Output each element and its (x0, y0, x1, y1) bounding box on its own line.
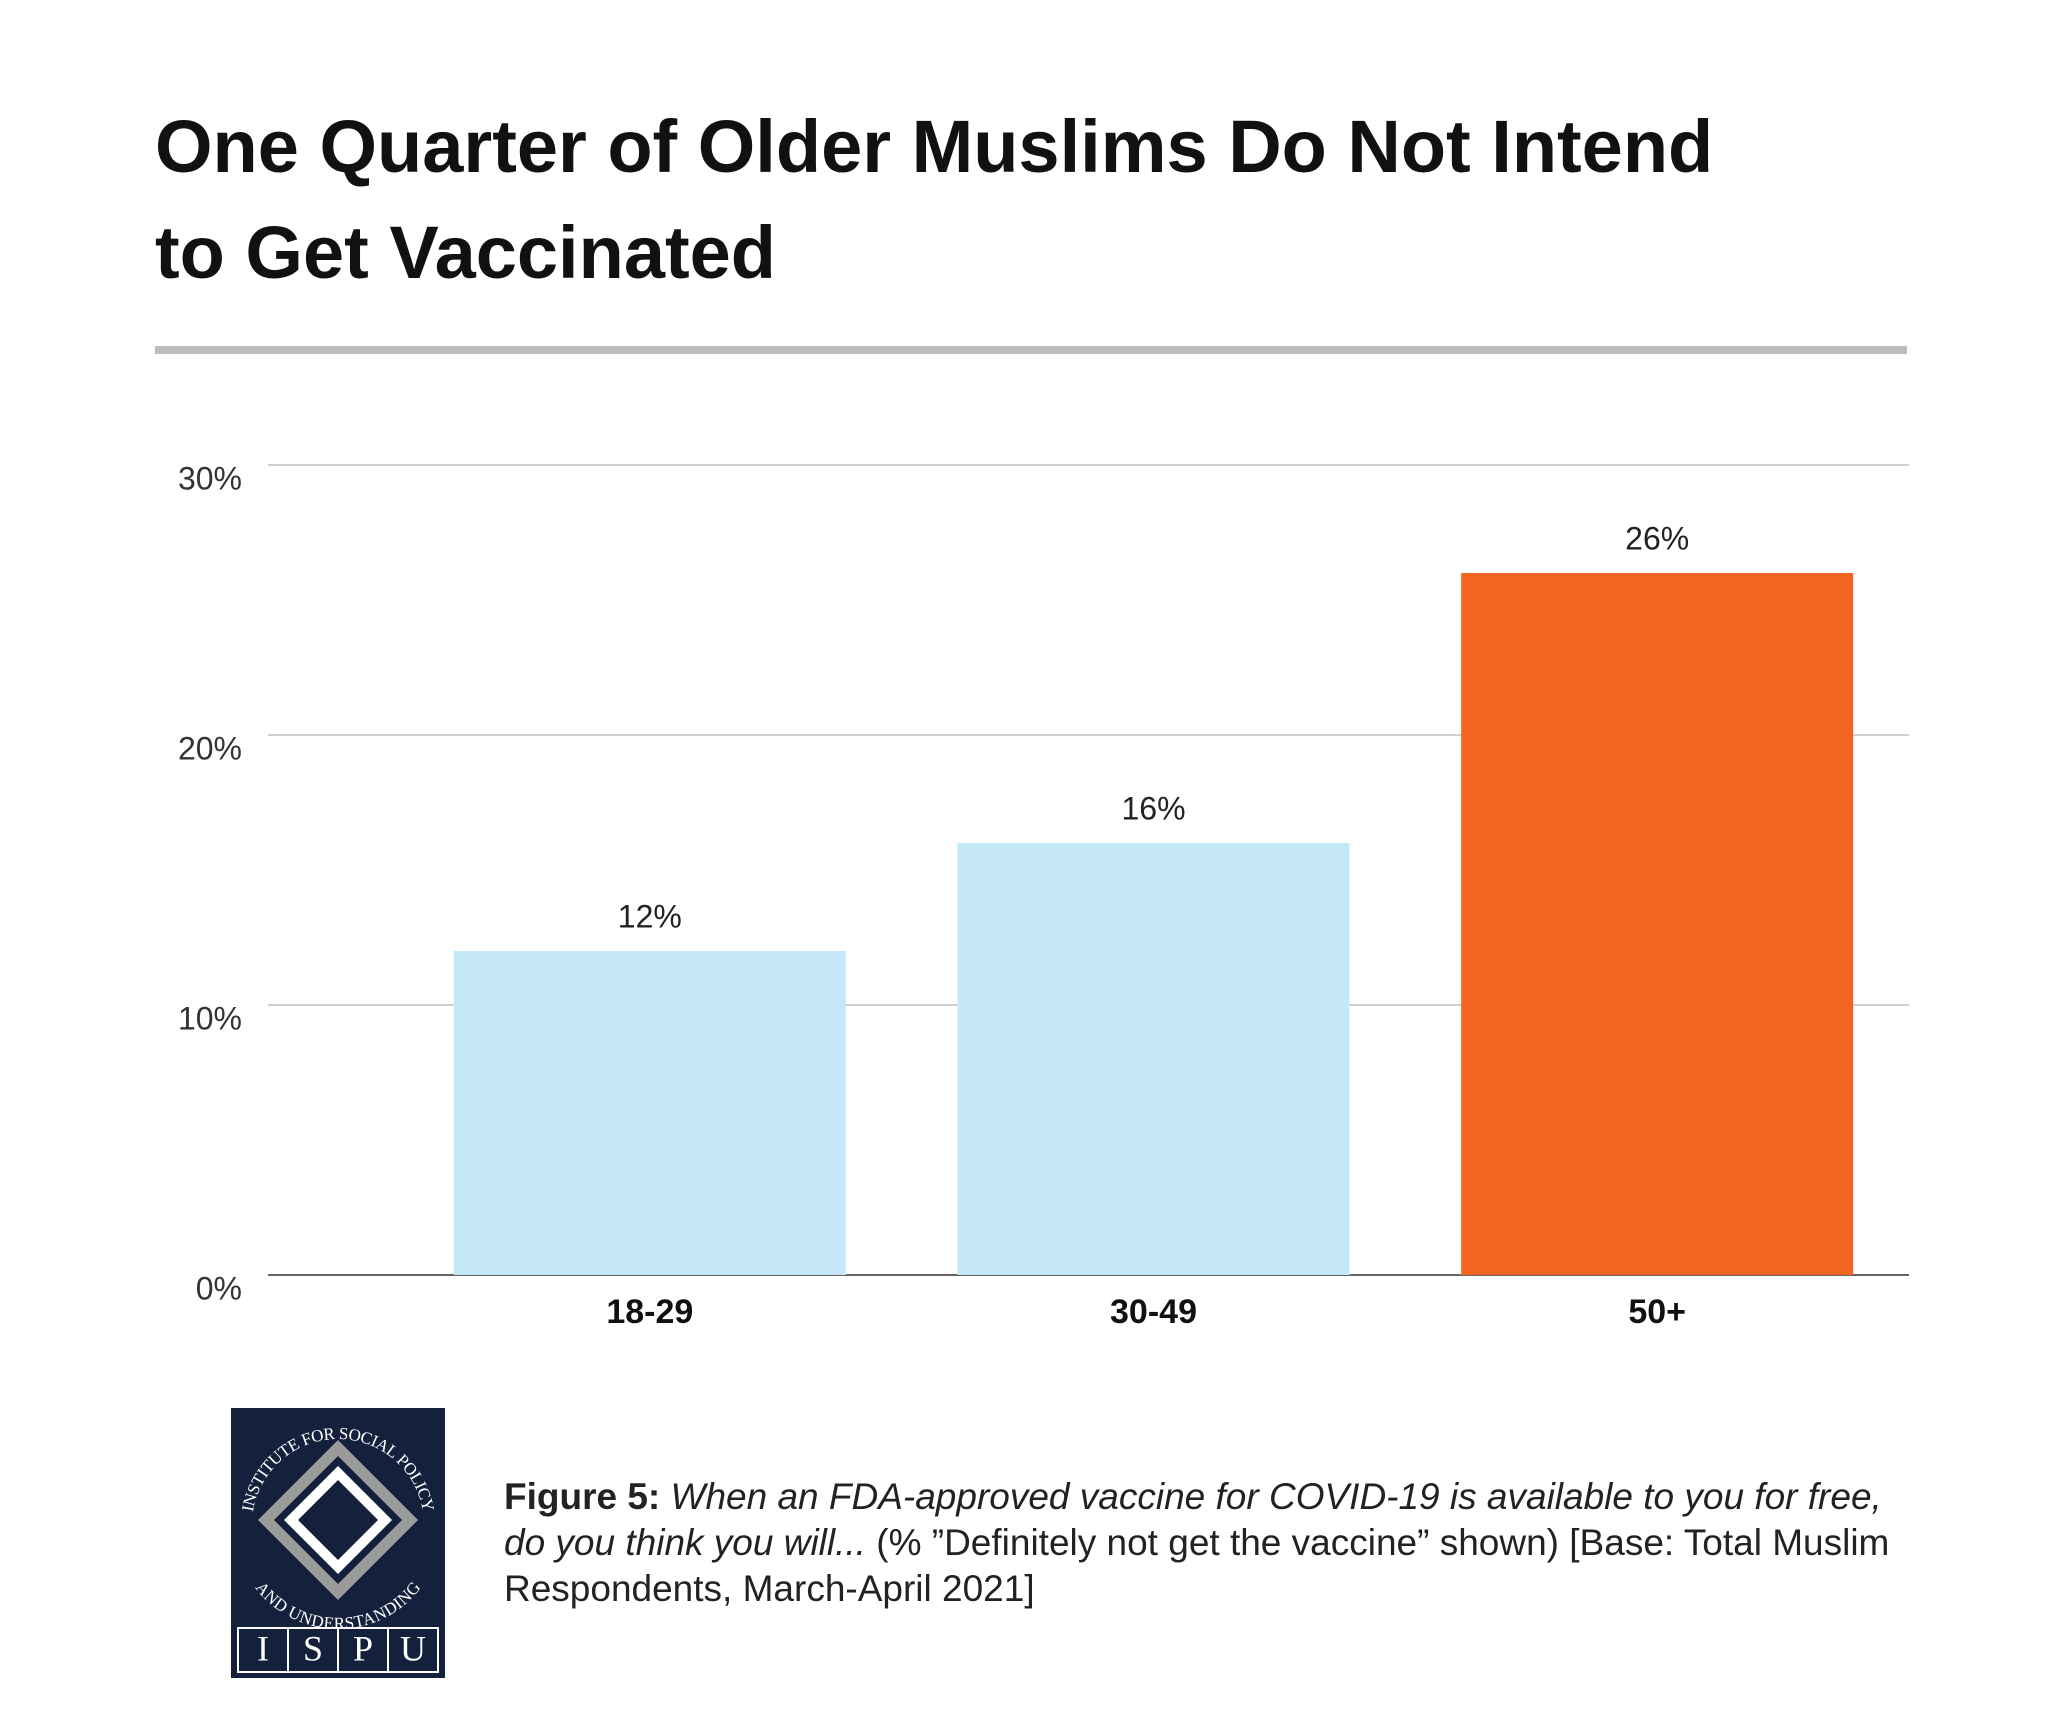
chart-title: One Quarter of Older Muslims Do Not Inte… (155, 105, 1713, 294)
bar (453, 951, 846, 1275)
value-label: 16% (1121, 790, 1185, 826)
caption-question: When an FDA-approved vaccine for COVID-1… (504, 1476, 1882, 1563)
bar (957, 843, 1350, 1275)
title-rule (155, 346, 1907, 354)
value-label: 26% (1625, 520, 1689, 556)
logo-letter: P (353, 1628, 373, 1668)
logo-diamond (298, 1480, 378, 1560)
logo-letter: I (257, 1628, 269, 1668)
logo-letter-cell (387, 1627, 439, 1673)
value-label: 12% (618, 898, 682, 934)
x-tick-label: 18-29 (606, 1293, 693, 1331)
logo: INSTITUTE FOR SOCIAL POLICY AND UNDERSTA… (231, 1408, 445, 1678)
bar (1461, 573, 1854, 1275)
logo-letter: U (400, 1628, 426, 1668)
y-tick-label: 20% (178, 730, 242, 766)
y-tick-label: 10% (178, 1000, 242, 1036)
x-tick-label: 50+ (1628, 1293, 1686, 1331)
logo-letter: S (303, 1628, 323, 1668)
y-tick-label: 0% (196, 1270, 242, 1306)
y-tick-label: 30% (178, 460, 242, 496)
caption-label: Figure 5: (504, 1476, 661, 1517)
x-tick-label: 30-49 (1110, 1293, 1197, 1331)
caption: Figure 5: When an FDA-approved vaccine f… (504, 1474, 1904, 1612)
caption-note: (% ”Definitely not get the vaccine” show… (504, 1522, 1890, 1609)
